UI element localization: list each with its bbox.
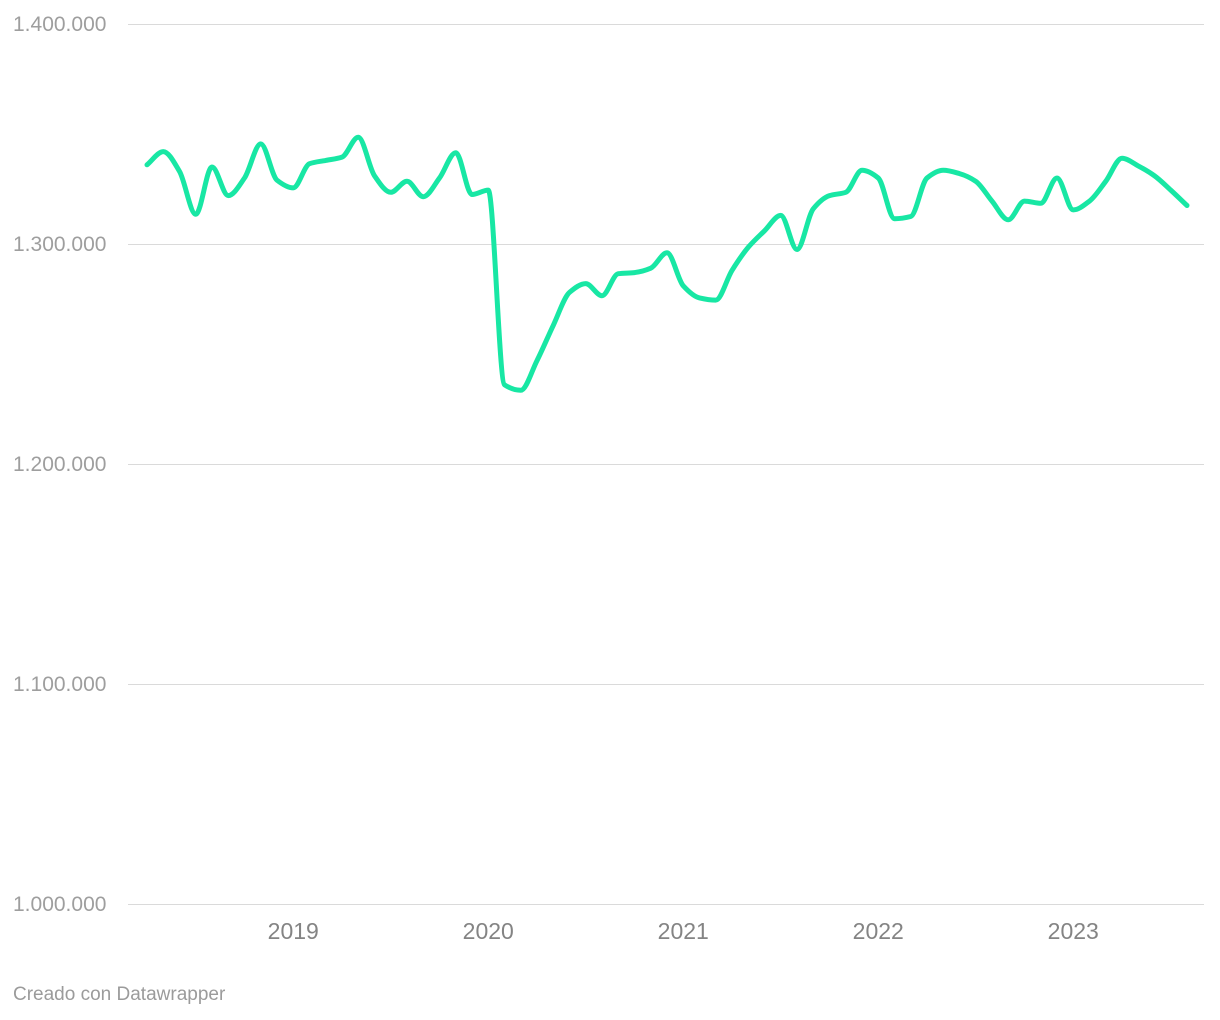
chart-attribution: Creado con Datawrapper <box>13 984 226 1005</box>
y-axis-tick-label: 1.100.000 <box>13 673 106 696</box>
x-axis-tick-label: 2019 <box>268 918 319 944</box>
y-axis-tick-label: 1.400.000 <box>13 13 106 36</box>
x-axis-tick-label: 2023 <box>1048 918 1099 944</box>
y-axis-tick-label: 1.000.000 <box>13 893 106 916</box>
x-axis-tick-label: 2022 <box>853 918 904 944</box>
x-axis-tick-label: 2020 <box>463 918 514 944</box>
y-axis-tick-label: 1.200.000 <box>13 453 106 476</box>
x-axis-tick-label: 2021 <box>658 918 709 944</box>
data-line <box>144 134 1190 393</box>
y-axis-tick-label: 1.300.000 <box>13 233 106 256</box>
